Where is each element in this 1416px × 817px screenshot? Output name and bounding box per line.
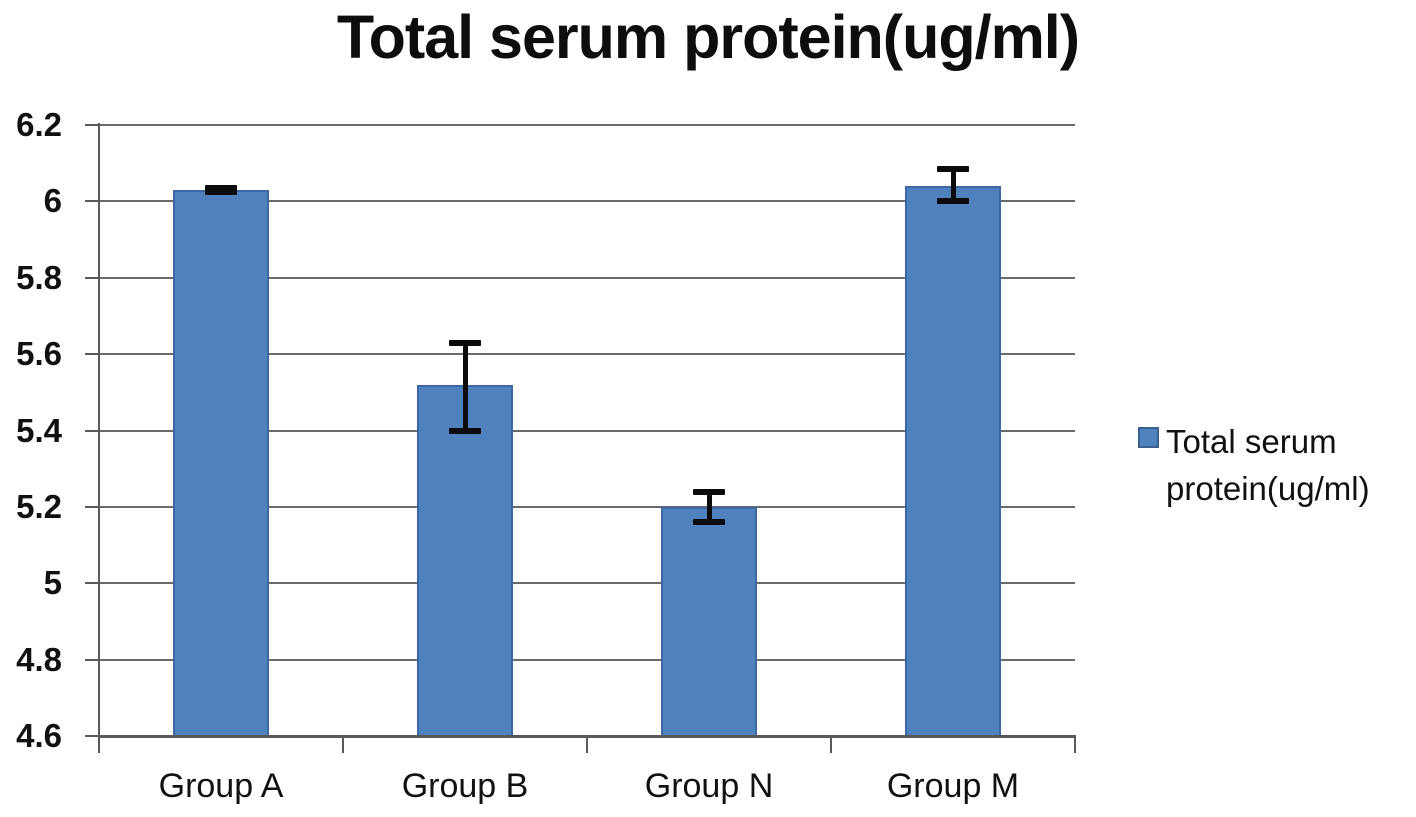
y-axis-tick bbox=[85, 429, 99, 432]
y-axis-tick bbox=[85, 124, 99, 126]
error-bar-whisker bbox=[706, 491, 712, 523]
y-axis-tick-label: 5.8 bbox=[16, 258, 62, 296]
error-bar-whisker bbox=[462, 342, 468, 431]
y-axis-tick-label: 6.2 bbox=[16, 106, 62, 143]
x-axis-category-label: Group N bbox=[644, 767, 774, 805]
gridline bbox=[99, 124, 1075, 126]
gridline bbox=[99, 200, 1075, 203]
x-axis-tick bbox=[342, 736, 344, 753]
y-axis-tick bbox=[85, 658, 99, 661]
y-axis-tick bbox=[85, 200, 99, 203]
bar bbox=[905, 186, 1001, 736]
gridline bbox=[99, 505, 1075, 508]
bar bbox=[417, 384, 513, 736]
y-axis-tick bbox=[85, 505, 99, 508]
legend-series-label: Total serum protein(ug/ml) bbox=[1166, 423, 1370, 507]
x-axis-category-label: Group B bbox=[401, 767, 529, 805]
error-bar-cap-bottom bbox=[205, 188, 237, 195]
y-axis-tick bbox=[85, 353, 99, 356]
error-bar-cap-top bbox=[937, 165, 969, 172]
error-bar-whisker bbox=[950, 168, 956, 202]
x-axis-tick bbox=[98, 736, 100, 753]
error-bar-cap-top bbox=[693, 488, 725, 495]
x-axis-tick bbox=[830, 736, 832, 753]
legend: Total serum protein(ug/ml) bbox=[1138, 418, 1416, 512]
gridline bbox=[99, 353, 1075, 356]
y-axis-tick bbox=[85, 276, 99, 279]
chart-title: Total serum protein(ug/ml) bbox=[336, 3, 1080, 71]
y-axis-tick-label: 5.2 bbox=[16, 487, 62, 525]
x-axis-line bbox=[98, 735, 1076, 738]
x-axis-category-label: Group A bbox=[158, 767, 284, 805]
x-axis-tick bbox=[586, 736, 588, 753]
y-axis-tick-label: 6 bbox=[43, 182, 62, 220]
y-axis-tick-label: 5.4 bbox=[16, 411, 62, 449]
error-bar-cap-bottom bbox=[449, 427, 481, 434]
legend-swatch-icon bbox=[1138, 427, 1159, 448]
y-axis-tick-label: 5.6 bbox=[16, 335, 62, 373]
y-axis-tick bbox=[85, 582, 99, 585]
error-bar-cap-bottom bbox=[937, 198, 969, 205]
gridline bbox=[99, 658, 1075, 661]
bar bbox=[661, 506, 757, 736]
y-axis-tick-label: 4.6 bbox=[16, 717, 62, 754]
x-axis-tick bbox=[1074, 736, 1076, 753]
error-bar-cap-bottom bbox=[693, 519, 725, 526]
y-axis-tick-label: 4.8 bbox=[16, 640, 62, 678]
gridline bbox=[99, 429, 1075, 432]
y-axis-tick bbox=[85, 735, 99, 737]
bar bbox=[173, 189, 269, 736]
gridline bbox=[99, 582, 1075, 585]
error-bar-cap-top bbox=[449, 339, 481, 346]
y-axis-line bbox=[98, 123, 100, 738]
gridline bbox=[99, 276, 1075, 279]
y-axis-tick-label: 5 bbox=[43, 564, 62, 602]
error-bar-cap-top bbox=[205, 185, 237, 191]
x-axis-category-label: Group M bbox=[886, 767, 1020, 805]
